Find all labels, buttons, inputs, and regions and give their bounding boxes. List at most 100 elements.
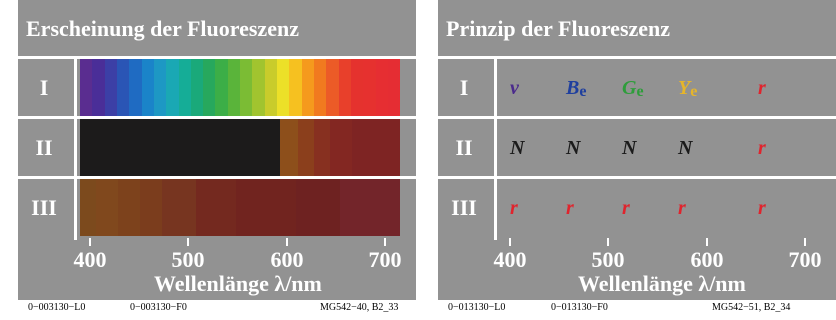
x-axis-label: Wellenlänge λ/nm: [578, 271, 746, 296]
divider-line: [438, 56, 836, 59]
spectrum-bar-visible: [80, 59, 401, 116]
symbol-null: N: [566, 137, 581, 159]
panel-title: Prinzip der Fluoreszenz: [446, 16, 671, 41]
tick-label-400: 400: [73, 247, 107, 272]
row-label-i: I: [39, 75, 49, 100]
spectrum-segment: [340, 179, 400, 236]
symbol-red: r: [758, 77, 766, 99]
spectrum-segment: [203, 59, 216, 116]
spectrum-segment: [96, 179, 118, 236]
spectrum-segment: [190, 59, 204, 116]
spectrum-segment: [296, 179, 340, 236]
spectrum-segment: [326, 59, 339, 116]
axis-tick: [187, 238, 189, 246]
symbol-red: r: [758, 197, 766, 219]
spectrum-segment: [162, 179, 196, 236]
spectrum-segment: [301, 59, 314, 116]
spectrum-segment: [298, 119, 314, 176]
symbol-null: N: [622, 137, 637, 159]
tick-label-700: 700: [788, 247, 822, 272]
spectrum-segment: [236, 179, 296, 236]
axis-tick: [384, 238, 386, 246]
axis-tick: [286, 238, 288, 246]
spectrum-segment: [314, 119, 330, 176]
row-label-iii: III: [31, 195, 57, 220]
symbol-null: N: [678, 137, 693, 159]
spectrum-segment: [215, 59, 228, 116]
fluorescence-appearance-panel: Erscheinung der Fluoreszenz I II III 400…: [18, 0, 416, 300]
row-label-ii: II: [35, 135, 53, 160]
spectrum-segment: [166, 59, 179, 116]
tick-label-700: 700: [368, 247, 402, 272]
spectrum-segment: [280, 119, 298, 176]
footer-code-f0: 0−013130−F0: [551, 302, 608, 313]
tick-label-600: 600: [270, 247, 304, 272]
divider-line: [18, 56, 416, 59]
spectrum-segment: [338, 59, 351, 116]
axis-tick: [89, 238, 91, 246]
symbol-red: r: [678, 197, 686, 219]
symbol-blue-emission: Be: [566, 77, 587, 100]
spectrum-segment: [80, 179, 96, 236]
tick-label-600: 600: [690, 247, 724, 272]
spectrum-segment: [116, 59, 130, 116]
spectrum-segment: [80, 119, 280, 176]
spectrum-segment: [363, 59, 376, 116]
spectrum-segment: [104, 59, 117, 116]
footer-reference: MG542−51, B2_34: [712, 302, 791, 313]
footer-reference: MG542−40, B2_33: [320, 302, 399, 313]
axis-tick: [804, 238, 806, 246]
symbol-red: r: [566, 197, 574, 219]
spectrum-segment: [264, 59, 277, 116]
axis-tick: [706, 238, 708, 246]
symbol-green-emission: Ge: [622, 77, 644, 100]
spectrum-segment: [277, 59, 290, 116]
spectrum-segment: [92, 59, 105, 116]
row-label-i: I: [459, 75, 469, 100]
spectrum-segment: [289, 59, 302, 116]
spectrum-segment: [387, 59, 401, 116]
row-label-iii: III: [451, 195, 477, 220]
spectrum-segment: [178, 59, 191, 116]
divider-line: [18, 176, 416, 179]
spectrum-segment: [196, 179, 236, 236]
symbol-violet: v: [510, 77, 519, 99]
divider-line: [18, 116, 416, 119]
axis-line: [494, 56, 497, 240]
spectrum-segment: [375, 59, 388, 116]
axis-tick: [509, 238, 511, 246]
panel-title: Erscheinung der Fluoreszenz: [26, 16, 299, 41]
divider-line: [438, 116, 836, 119]
fluorescence-principle-panel: Prinzip der Fluoreszenz I II III v Be Ge…: [438, 0, 836, 300]
row-label-ii: II: [455, 135, 473, 160]
symbol-red: r: [622, 197, 630, 219]
spectrum-bar-transmitted: [80, 119, 400, 176]
spectrum-segment: [141, 59, 154, 116]
tick-label-500: 500: [591, 247, 625, 272]
tick-label-500: 500: [171, 247, 205, 272]
symbol-red: r: [758, 137, 766, 159]
footer-code-f0: 0−003130−F0: [130, 302, 187, 313]
spectrum-segment: [313, 59, 327, 116]
divider-line: [438, 176, 836, 179]
spectrum-segment: [252, 59, 265, 116]
x-axis-label: Wellenlänge λ/nm: [154, 271, 322, 296]
spectrum-segment: [118, 179, 140, 236]
spectrum-bar-fluorescence: [80, 179, 400, 236]
axis-tick: [607, 238, 609, 246]
tick-label-400: 400: [493, 247, 527, 272]
symbol-yellow-emission: Ye: [678, 77, 698, 100]
spectrum-segment: [227, 59, 241, 116]
spectrum-segment: [140, 179, 162, 236]
spectrum-segment: [80, 59, 93, 116]
footer-code-l0: 0−003130−L0: [28, 302, 86, 313]
spectrum-segment: [240, 59, 253, 116]
symbol-red: r: [510, 197, 518, 219]
footer-code-l0: 0−013130−L0: [448, 302, 506, 313]
spectrum-segment: [330, 119, 352, 176]
axis-line: [74, 56, 77, 240]
spectrum-segment: [129, 59, 142, 116]
spectrum-segment: [352, 119, 400, 176]
spectrum-segment: [350, 59, 364, 116]
spectrum-segment: [153, 59, 167, 116]
